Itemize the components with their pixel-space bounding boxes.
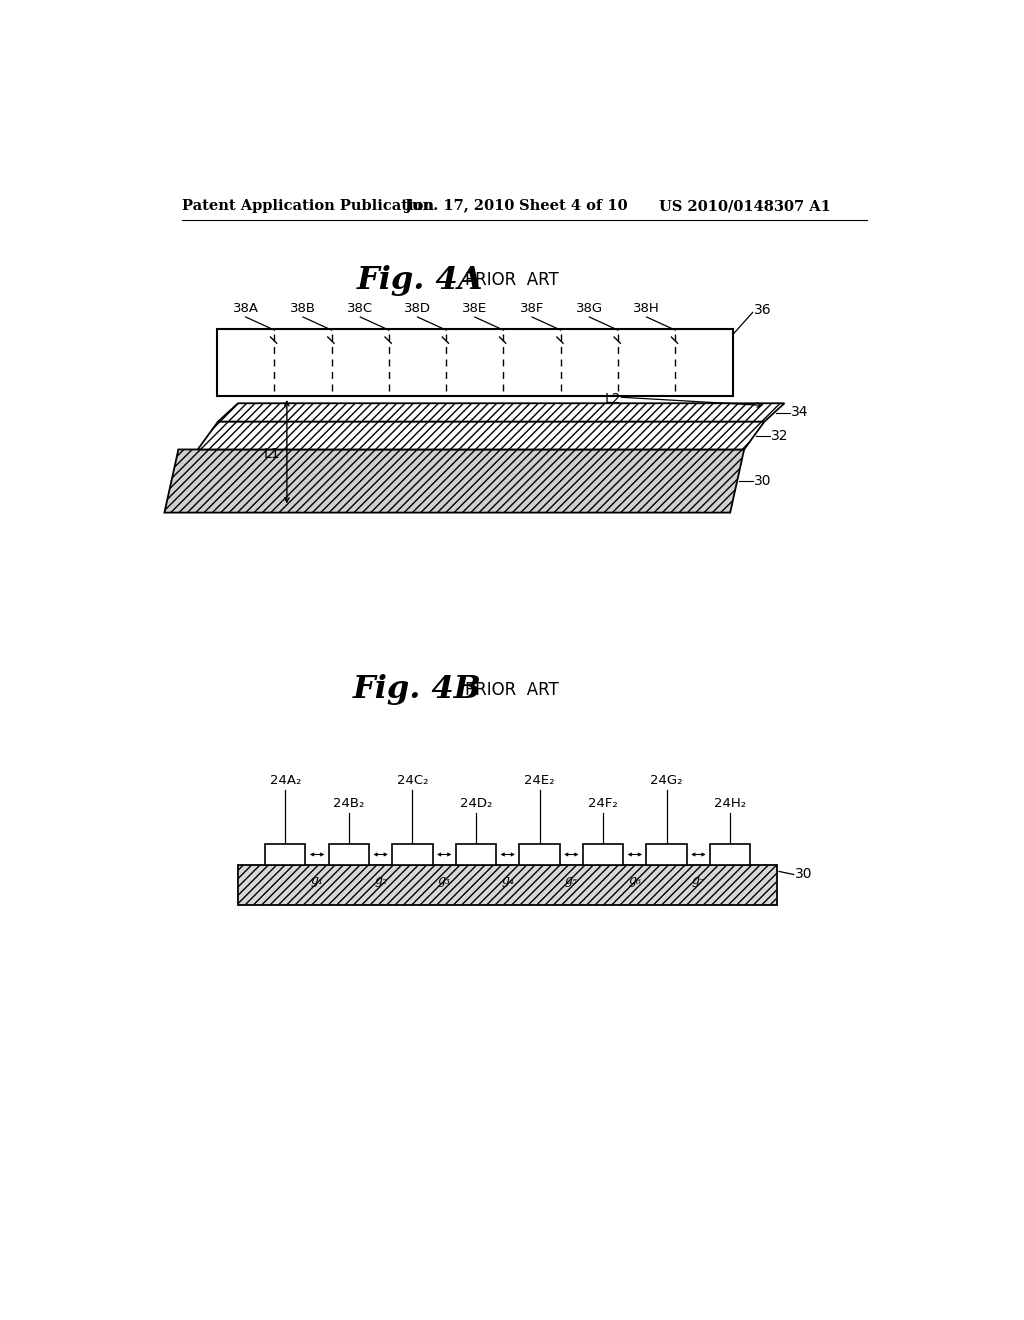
Text: Sheet 4 of 10: Sheet 4 of 10 (519, 199, 628, 213)
Bar (583, 843, 624, 866)
Text: g₆: g₆ (629, 874, 641, 887)
Text: 38D: 38D (404, 302, 431, 315)
Text: 34: 34 (792, 405, 809, 420)
Bar (265, 843, 305, 866)
Text: Fig. 4B: Fig. 4B (352, 675, 481, 705)
Text: 24B₂: 24B₂ (333, 797, 365, 810)
Text: 24F₂: 24F₂ (588, 797, 617, 810)
Text: 38A: 38A (232, 302, 259, 315)
Text: 24H₂: 24H₂ (714, 797, 746, 810)
Bar (710, 843, 751, 866)
Text: 38G: 38G (575, 302, 603, 315)
Text: 24G₂: 24G₂ (650, 774, 683, 787)
Bar (329, 843, 369, 866)
Text: 38F: 38F (520, 302, 545, 315)
Bar (238, 866, 777, 906)
Text: 38B: 38B (290, 302, 316, 315)
Text: 36: 36 (755, 304, 772, 317)
Text: 30: 30 (755, 474, 772, 488)
Text: 24A₂: 24A₂ (269, 774, 301, 787)
Polygon shape (198, 422, 764, 449)
Text: 32: 32 (771, 429, 788, 442)
Text: g₄: g₄ (502, 874, 514, 887)
Text: L2: L2 (604, 392, 622, 407)
Text: g₅: g₅ (565, 874, 578, 887)
Text: g₂: g₂ (374, 874, 387, 887)
Text: PRIOR  ART: PRIOR ART (465, 681, 559, 698)
Text: g₃: g₃ (437, 874, 451, 887)
Bar (519, 843, 560, 866)
Polygon shape (165, 449, 744, 512)
Text: 38C: 38C (347, 302, 374, 315)
Bar (646, 843, 687, 866)
Text: g₇: g₇ (692, 874, 705, 887)
Text: 24C₂: 24C₂ (396, 774, 428, 787)
Text: g₁: g₁ (310, 874, 324, 887)
Bar (392, 843, 432, 866)
Text: 38E: 38E (462, 302, 487, 315)
Text: Patent Application Publication: Patent Application Publication (182, 199, 434, 213)
Text: 38H: 38H (633, 302, 660, 315)
Polygon shape (218, 404, 784, 422)
Text: 30: 30 (796, 867, 813, 882)
Bar (456, 843, 496, 866)
Text: 24E₂: 24E₂ (524, 774, 555, 787)
Text: Jun. 17, 2010: Jun. 17, 2010 (406, 199, 515, 213)
Text: 24D₂: 24D₂ (460, 797, 493, 810)
Bar (217, 330, 732, 396)
Text: L1: L1 (264, 447, 281, 461)
Text: US 2010/0148307 A1: US 2010/0148307 A1 (658, 199, 830, 213)
Text: PRIOR  ART: PRIOR ART (465, 271, 559, 289)
Text: Fig. 4A: Fig. 4A (356, 264, 483, 296)
